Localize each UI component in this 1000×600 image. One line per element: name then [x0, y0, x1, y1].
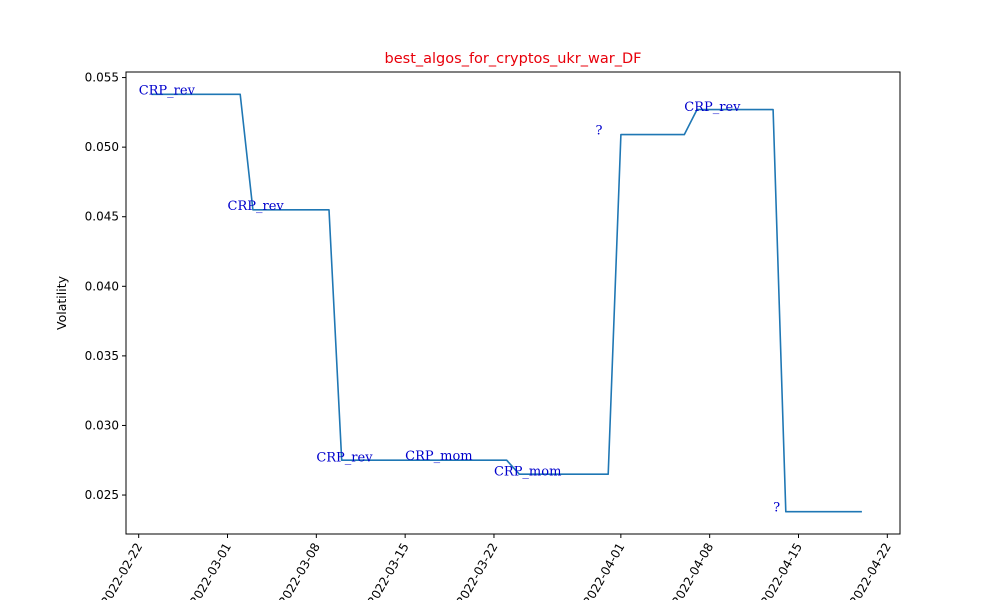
annotation-label: ?	[595, 124, 602, 139]
y-tick-label: 0.040	[85, 279, 119, 293]
annotation-label: CRP_rev	[139, 83, 196, 98]
x-tick-label: 2022-03-08	[276, 541, 323, 600]
series-line	[151, 93, 862, 513]
x-tick-label: 2022-03-01	[187, 541, 234, 600]
x-tick-label: 2022-02-22	[98, 541, 145, 600]
x-tick-label: 2022-03-15	[365, 541, 412, 600]
x-tick-label: 2022-04-01	[580, 541, 627, 600]
x-tick-label: 2022-04-15	[758, 541, 805, 600]
x-axis-ticks: 2022-02-22 2022-03-01 2022-03-08 2022-03-15…	[98, 534, 894, 600]
annotation-label: CRP_rev	[684, 100, 741, 115]
chart-title: best_algos_for_cryptos_ukr_war_DF	[385, 51, 642, 67]
annotation-label: CRP_mom	[494, 465, 561, 480]
series-layer	[151, 93, 862, 513]
x-tick-label: 2022-03-22	[454, 541, 501, 600]
y-tick-label: 0.050	[85, 140, 119, 154]
annotation-label: CRP_mom	[405, 449, 472, 464]
plot-frame	[125, 71, 901, 535]
x-tick-label: 2022-04-08	[669, 541, 716, 600]
y-tick-label: 0.055	[85, 71, 119, 85]
y-axis-ticks: 0.025 0.030 0.035 0.040 0.045 0.050 0.055	[85, 71, 126, 502]
annotation-layer: CRP_rev CRP_rev CRP_rev CRP_mom CRP_mom? CRP_…	[139, 83, 780, 515]
annotation-label: ?	[773, 501, 780, 516]
x-tick-label: 2022-04-22	[847, 541, 894, 600]
y-axis-label: Volatility	[54, 275, 69, 330]
y-tick-label: 0.025	[85, 488, 119, 502]
y-tick-label: 0.030	[85, 418, 119, 432]
y-tick-label: 0.045	[85, 210, 119, 224]
y-tick-label: 0.035	[85, 349, 119, 363]
annotation-label: CRP_rev	[228, 199, 285, 214]
annotation-label: CRP_rev	[316, 451, 373, 466]
